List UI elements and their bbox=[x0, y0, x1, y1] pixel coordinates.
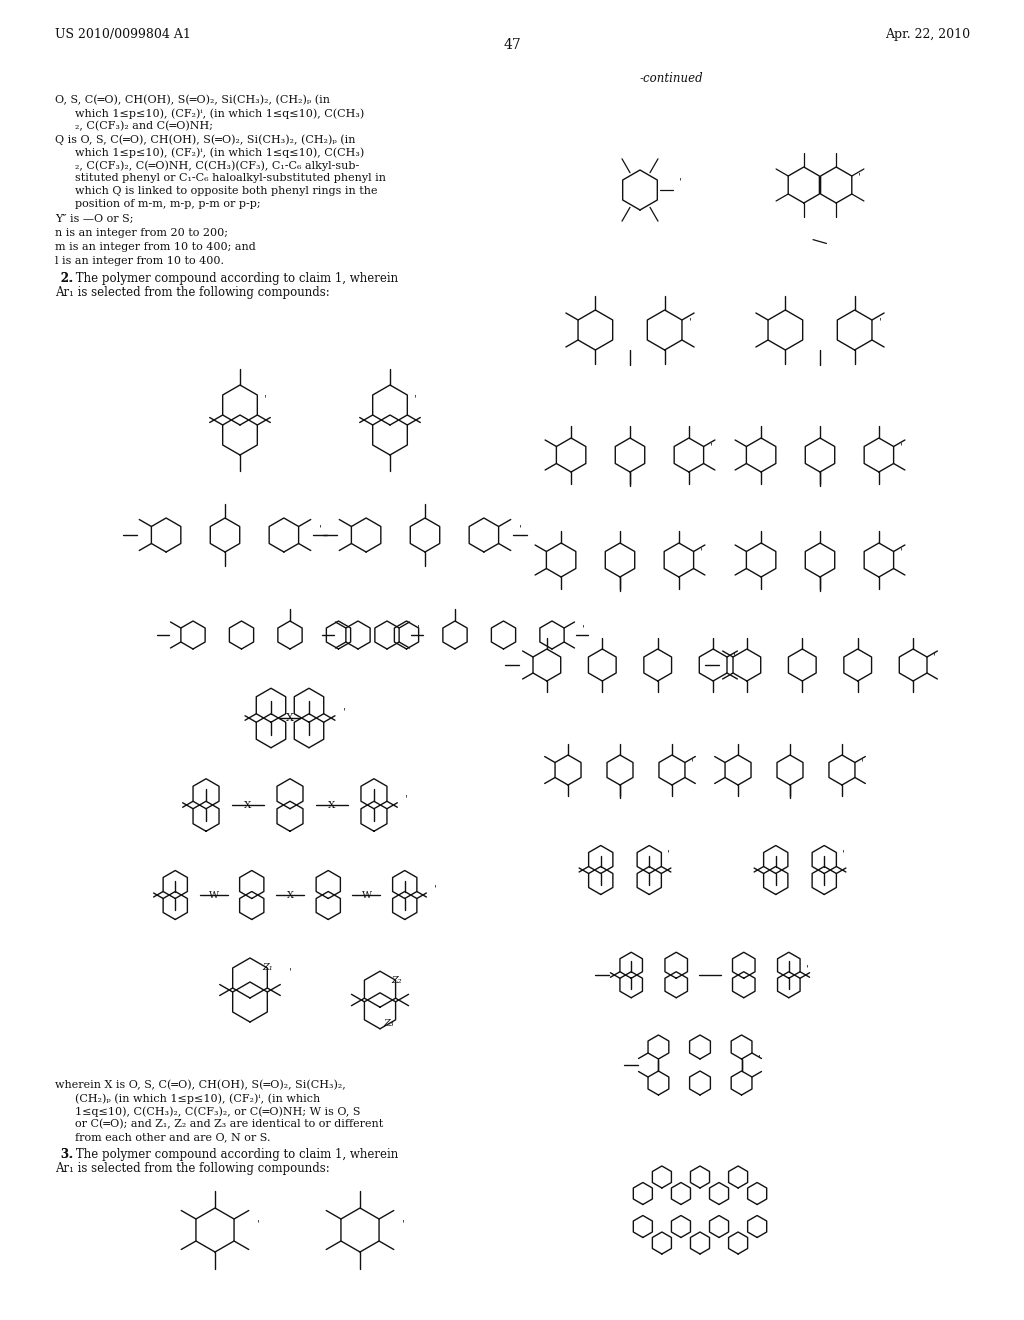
Text: X: X bbox=[245, 800, 252, 809]
Text: Z₂: Z₂ bbox=[391, 975, 401, 985]
Text: 3.: 3. bbox=[55, 1148, 74, 1162]
Text: from each other and are O, N or S.: from each other and are O, N or S. bbox=[75, 1133, 270, 1142]
Text: ': ' bbox=[843, 849, 845, 858]
Text: ': ' bbox=[758, 1055, 760, 1064]
Text: Q is O, S, C(═O), CH(OH), S(═O)₂, Si(CH₃)₂, (CH₂)ₚ (in: Q is O, S, C(═O), CH(OH), S(═O)₂, Si(CH₃… bbox=[55, 135, 355, 145]
Text: n is an integer from 20 to 200;: n is an integer from 20 to 200; bbox=[55, 228, 228, 238]
Text: ': ' bbox=[861, 759, 863, 767]
Text: which Q is linked to opposite both phenyl rings in the: which Q is linked to opposite both pheny… bbox=[75, 186, 378, 195]
Text: ': ' bbox=[343, 708, 346, 717]
Text: Apr. 22, 2010: Apr. 22, 2010 bbox=[885, 28, 970, 41]
Text: Y″ is —O or S;: Y″ is —O or S; bbox=[55, 214, 133, 224]
Text: 3. The polymer compound according to claim 1, wherein: 3. The polymer compound according to cla… bbox=[55, 1148, 398, 1162]
Text: O, S, C(═O), CH(OH), S(═O)₂, Si(CH₃)₂, (CH₂)ₚ (in: O, S, C(═O), CH(OH), S(═O)₂, Si(CH₃)₂, (… bbox=[55, 95, 330, 106]
Text: ': ' bbox=[900, 548, 902, 557]
Text: 2.: 2. bbox=[55, 272, 74, 285]
Text: ₂, C(CF₃)₂ and C(═O)NH;: ₂, C(CF₃)₂ and C(═O)NH; bbox=[75, 121, 213, 132]
Text: X: X bbox=[287, 891, 294, 899]
Text: ': ' bbox=[710, 442, 713, 451]
Text: ': ' bbox=[806, 965, 809, 974]
Text: ': ' bbox=[933, 652, 936, 661]
Text: ': ' bbox=[679, 177, 682, 186]
Text: 2. The polymer compound according to claim 1, wherein: 2. The polymer compound according to cla… bbox=[55, 272, 398, 285]
Text: US 2010/0099804 A1: US 2010/0099804 A1 bbox=[55, 28, 190, 41]
Text: Z₁: Z₁ bbox=[262, 964, 272, 973]
Text: l is an integer from 10 to 400.: l is an integer from 10 to 400. bbox=[55, 256, 224, 267]
Text: ': ' bbox=[402, 1220, 404, 1229]
Text: ': ' bbox=[691, 759, 693, 767]
Text: ': ' bbox=[434, 884, 436, 894]
Text: wherein X is O, S, C(═O), CH(OH), S(═O)₂, Si(CH₃)₂,: wherein X is O, S, C(═O), CH(OH), S(═O)₂… bbox=[55, 1080, 346, 1090]
Text: Ar₁ is selected from the following compounds:: Ar₁ is selected from the following compo… bbox=[55, 1162, 330, 1175]
Text: which 1≤p≤10), (CF₂)ⁱ, (in which 1≤q≤10), C(CH₃): which 1≤p≤10), (CF₂)ⁱ, (in which 1≤q≤10)… bbox=[75, 147, 365, 157]
Text: W: W bbox=[209, 891, 218, 899]
Text: ': ' bbox=[264, 395, 266, 404]
Text: 47: 47 bbox=[503, 38, 521, 51]
Text: ₂, C(CF₃)₂, C(═O)NH, C(CH₃)(CF₃), C₁-C₆ alkyl-sub-: ₂, C(CF₃)₂, C(═O)NH, C(CH₃)(CF₃), C₁-C₆ … bbox=[75, 160, 359, 170]
Text: (CH₂)ₚ (in which 1≤p≤10), (CF₂)ⁱ, (in which: (CH₂)ₚ (in which 1≤p≤10), (CF₂)ⁱ, (in wh… bbox=[75, 1093, 321, 1104]
Text: ': ' bbox=[404, 795, 408, 804]
Text: or C(═O); and Z₁, Z₂ and Z₃ are identical to or different: or C(═O); and Z₁, Z₂ and Z₃ are identica… bbox=[75, 1119, 383, 1130]
Text: ': ' bbox=[289, 968, 292, 977]
Text: Z₃: Z₃ bbox=[384, 1019, 394, 1028]
Text: ': ' bbox=[318, 524, 322, 533]
Text: ': ' bbox=[414, 395, 417, 404]
Text: position of m-m, m-p, p-m or p-p;: position of m-m, m-p, p-m or p-p; bbox=[75, 199, 261, 209]
Text: ': ' bbox=[582, 624, 585, 634]
Text: ': ' bbox=[699, 548, 702, 557]
Text: which 1≤p≤10), (CF₂)ⁱ, (in which 1≤q≤10), C(CH₃): which 1≤p≤10), (CF₂)ⁱ, (in which 1≤q≤10)… bbox=[75, 108, 365, 119]
Text: ': ' bbox=[900, 442, 902, 451]
Text: X: X bbox=[329, 800, 336, 809]
Text: ': ' bbox=[519, 524, 521, 533]
Text: ': ' bbox=[733, 652, 736, 661]
Text: W: W bbox=[361, 891, 372, 899]
Text: X: X bbox=[286, 713, 294, 723]
Text: m is an integer from 10 to 400; and: m is an integer from 10 to 400; and bbox=[55, 242, 256, 252]
Text: ': ' bbox=[668, 849, 670, 858]
Text: -continued: -continued bbox=[640, 73, 703, 84]
Text: 1≤q≤10), C(CH₃)₂, C(CF₃)₂, or C(═O)NH; W is O, S: 1≤q≤10), C(CH₃)₂, C(CF₃)₂, or C(═O)NH; W… bbox=[75, 1106, 360, 1117]
Text: stituted phenyl or C₁-C₆ haloalkyl-substituted phenyl in: stituted phenyl or C₁-C₆ haloalkyl-subst… bbox=[75, 173, 386, 183]
Text: ': ' bbox=[417, 624, 420, 634]
Text: ': ' bbox=[689, 318, 691, 326]
Text: ': ' bbox=[879, 318, 882, 326]
Text: Ar₁ is selected from the following compounds:: Ar₁ is selected from the following compo… bbox=[55, 286, 330, 300]
Text: ': ' bbox=[257, 1220, 260, 1229]
Text: ': ' bbox=[858, 173, 861, 181]
